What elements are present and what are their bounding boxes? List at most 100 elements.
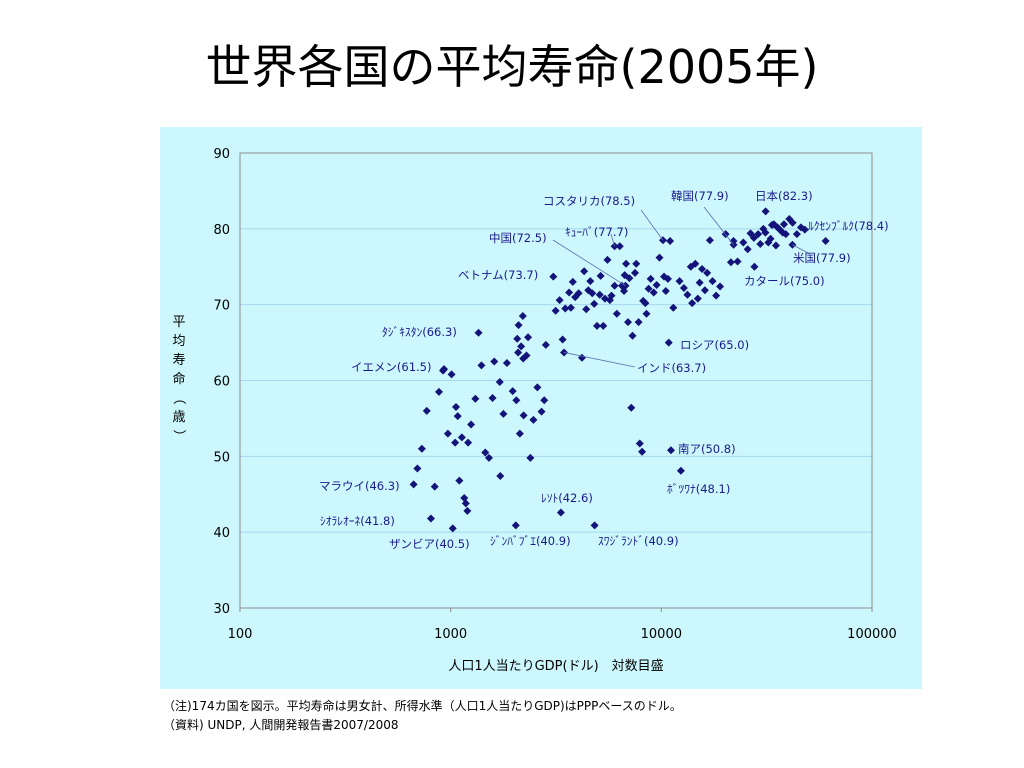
data-label: ｼｵﾗﾚｵｰﾈ(41.8) [320,514,395,528]
data-point [625,274,634,283]
data-point-labeled [511,521,520,530]
data-point [632,259,641,268]
data-label: マラウイ(46.3) [319,479,400,493]
y-tick-label: 80 [213,223,230,238]
x-tick-label: 100000 [847,627,897,642]
data-point [481,448,490,457]
data-point [756,240,765,248]
data-point [430,482,439,491]
data-point [417,444,426,453]
data-point [792,230,801,239]
data-point [488,393,497,402]
x-axis-ticks: 100 1000 10000 100000 [228,608,897,642]
data-point [565,288,574,297]
data-point [568,277,577,286]
data-labels: 日本(82.3) 韓国(77.9) コスタリカ(78.5) ｷｭｰﾊﾞ(77.7) 中国… [319,189,889,551]
plot-area-frame [239,152,873,609]
data-point [522,351,531,360]
data-point [781,230,790,239]
data-label: ｽﾜｼﾞﾗﾝﾄﾞ(40.9) [598,534,679,548]
data-point [646,274,655,283]
data-point-labeled [440,365,449,374]
data-point [703,268,712,277]
data-point [698,265,707,274]
data-point [634,318,643,327]
y-axis-title-char: 命 [172,371,185,387]
data-label: 中国(72.5) [489,231,547,245]
data-point-labeled [448,524,457,533]
data-point [652,280,661,289]
data-point [508,387,517,396]
data-point [499,409,508,418]
data-point [607,291,616,300]
data-point [413,464,422,473]
data-point [512,396,521,405]
x-tick-label: 10000 [641,627,682,642]
data-point [800,225,809,234]
data-point [705,236,714,245]
data-point [495,378,504,387]
data-point [610,281,619,290]
data-point [641,299,650,308]
data-point [739,238,748,247]
leader-line [552,239,626,287]
data-point [771,241,780,250]
data-point-labeled [821,236,830,245]
data-label: ﾙｸｾﾝﾌﾞﾙｸ(78.4) [808,219,889,233]
data-point [754,230,763,239]
chart-panel [160,127,922,689]
data-point [514,348,523,357]
data-point [693,294,702,303]
data-point [675,277,684,286]
data-label: ｷｭｰﾊﾞ(77.7) [565,225,628,239]
data-point [761,228,770,237]
data-label: インド(63.7) [637,361,706,375]
data-point [669,303,678,312]
data-point [595,290,604,299]
data-point [467,420,476,429]
data-point [726,258,735,267]
data-label: カタール(75.0) [744,274,825,288]
leader-line [703,206,734,246]
data-point [592,321,601,330]
data-point [691,259,700,268]
data-point [540,396,549,405]
y-axis-title-char: 均 [172,334,185,349]
data-point [679,283,688,292]
data-point [779,220,788,229]
data-point [712,291,721,300]
data-point [635,439,644,448]
data-point [622,259,631,268]
data-label: ﾀｼﾞｷｽﾀﾝ(66.3) [382,325,457,339]
y-axis-title-char: 寿 [172,353,185,368]
data-point [574,289,583,298]
data-point [716,282,725,291]
y-tick-label: 90 [213,147,230,162]
data-point [434,387,443,396]
y-tick-label: 60 [213,375,230,390]
y-axis-title-char: 歳 [172,410,185,425]
y-axis-title-char: 平 [172,315,185,330]
data-point [586,277,595,286]
data-point [566,303,575,312]
data-point [477,361,486,370]
data-point [743,245,752,254]
data-point [599,321,608,330]
y-axis-title: 平均寿命 （ 歳 ） [171,315,186,443]
data-point [644,284,653,293]
x-tick-label: 1000 [434,627,467,642]
data-point [518,312,527,321]
leader-line [610,233,615,247]
data-point [588,289,597,298]
data-point [688,299,697,308]
data-point [661,287,670,296]
data-point [496,472,505,481]
data-point-labeled [750,262,759,271]
label-leader-lines [552,206,811,368]
data-point-labeled [761,207,770,216]
data-point [788,218,797,227]
data-point [624,318,633,327]
data-point [484,453,493,462]
data-point [733,257,742,266]
